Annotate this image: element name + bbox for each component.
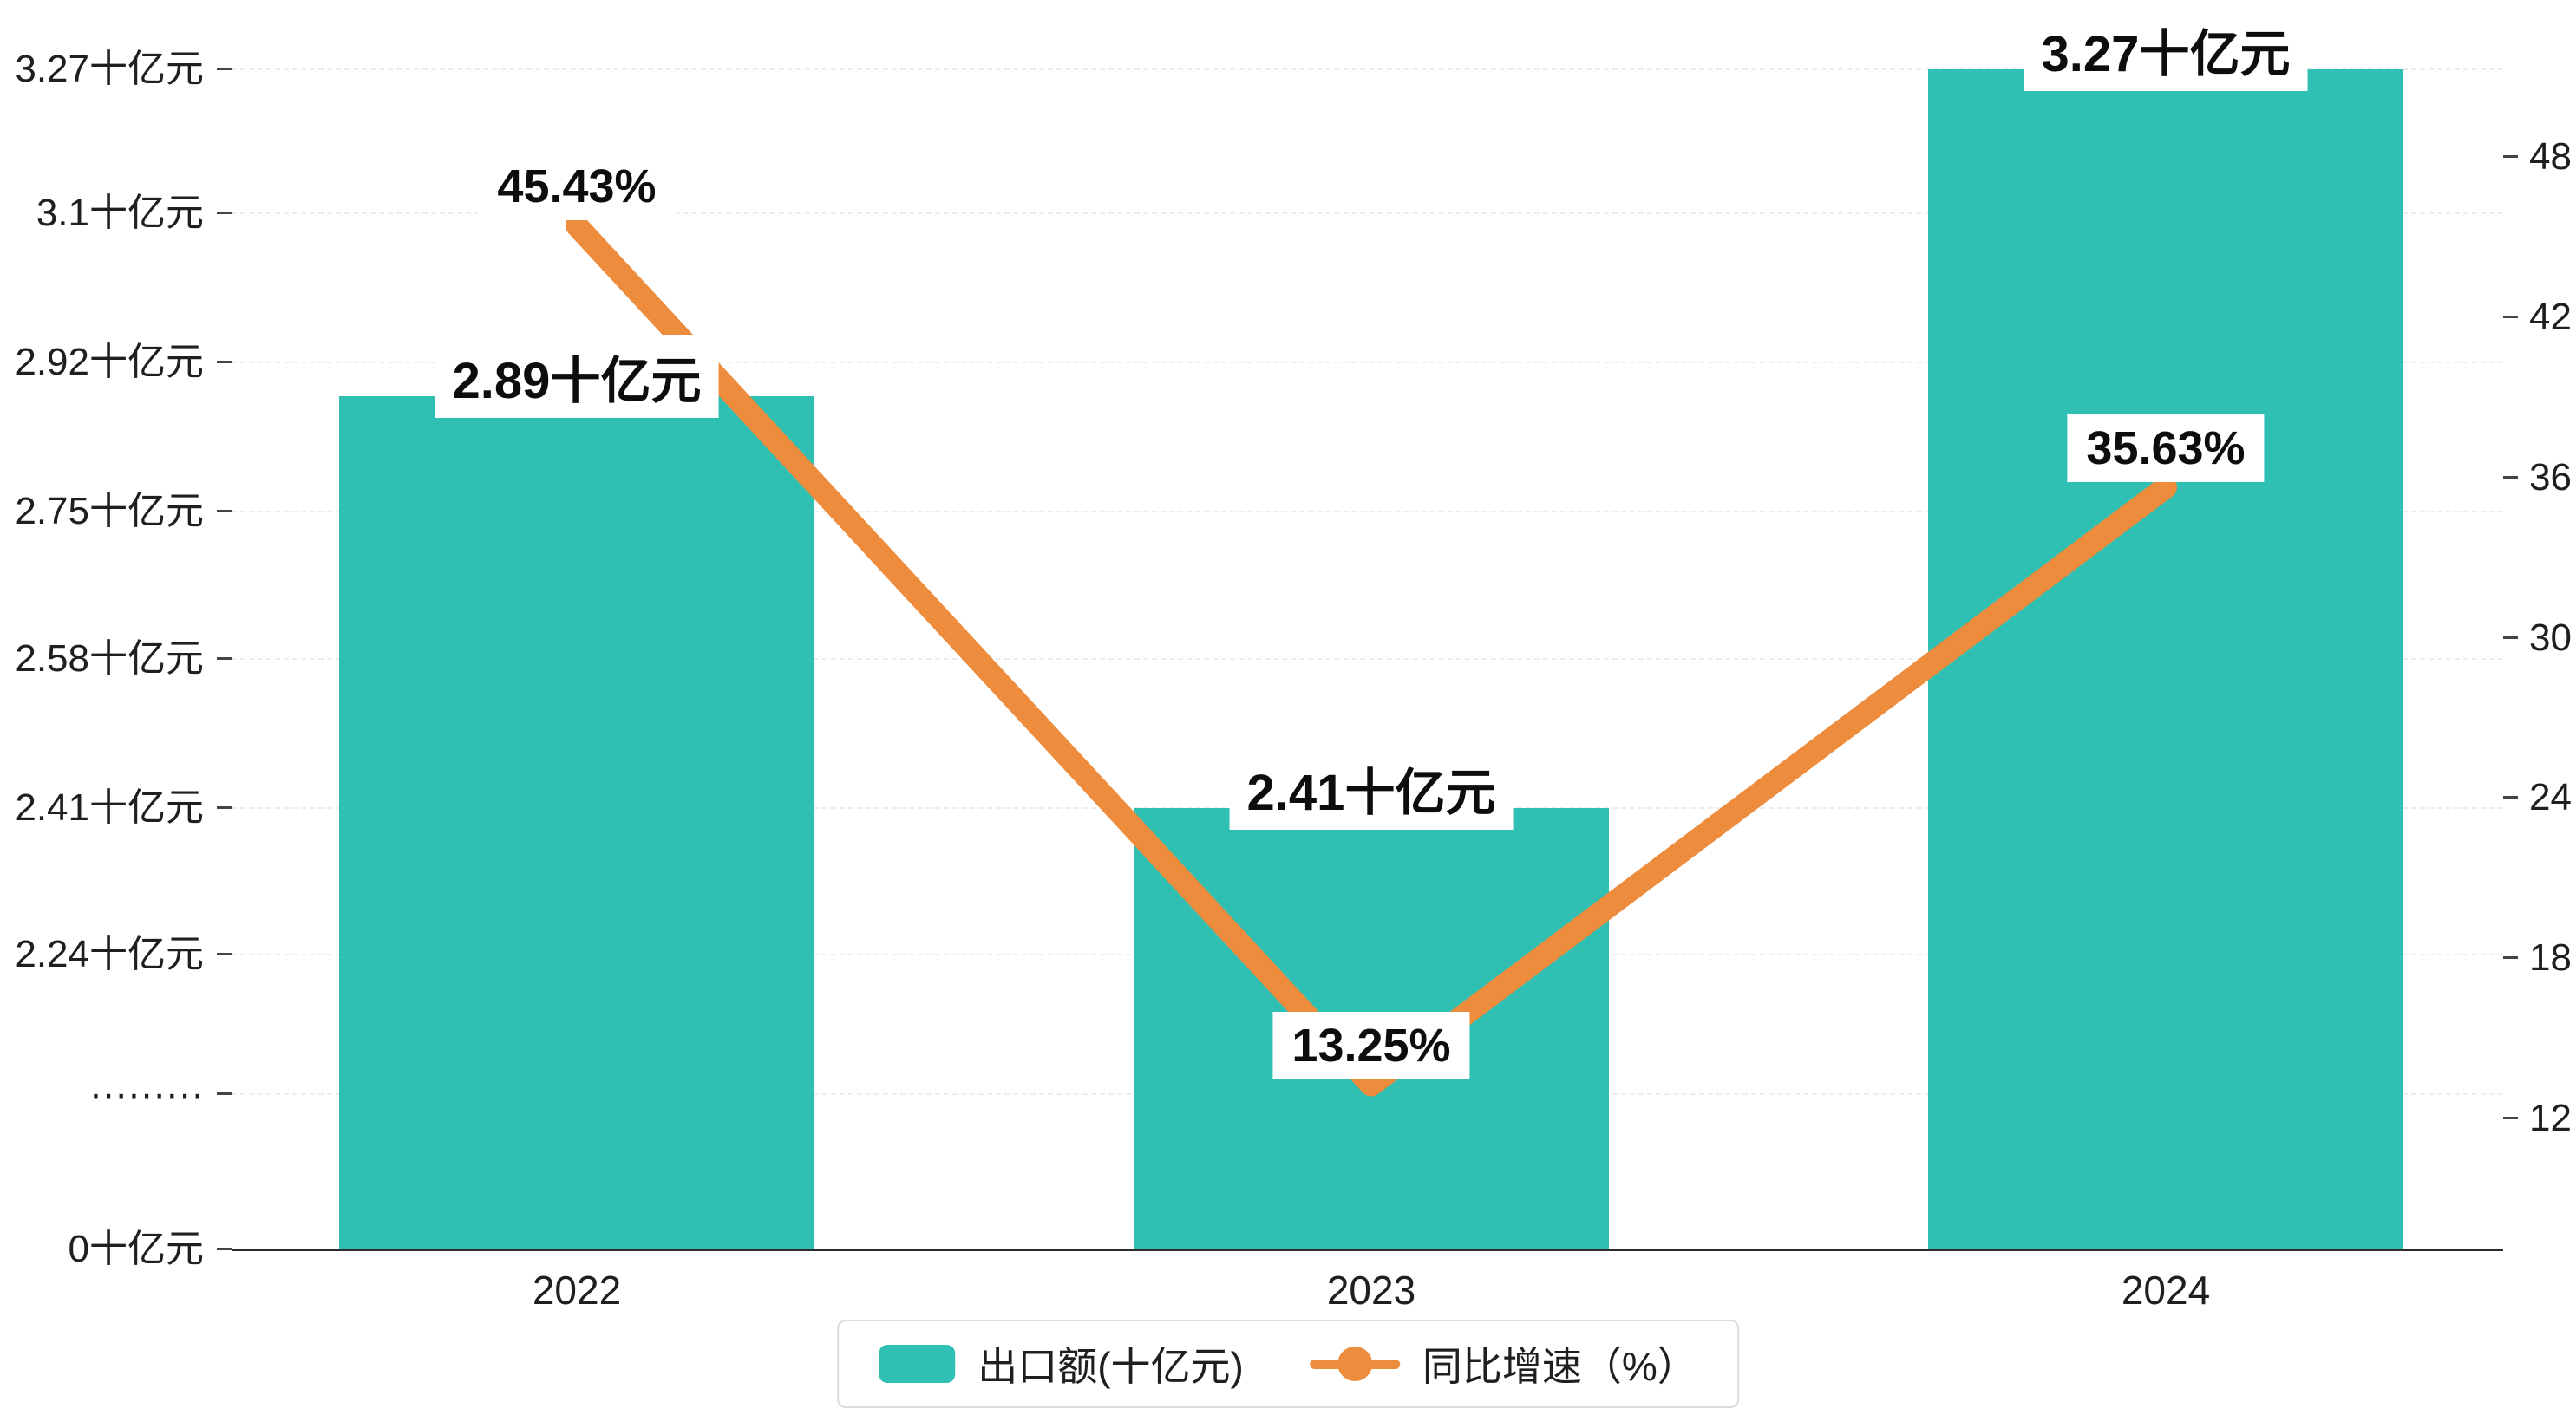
left-axis-label: 2.75十亿元 xyxy=(15,490,204,532)
legend-label-growth: 同比增速（%） xyxy=(1422,1344,1697,1389)
bar-value-label-2023: 2.41十亿元 xyxy=(1229,747,1514,831)
left-axis-label: ········· xyxy=(89,1073,204,1115)
bar-value-label-2024: 3.27十亿元 xyxy=(2024,8,2308,91)
legend-item-growth[interactable]: 同比增速（%） xyxy=(1309,1335,1697,1392)
line-marker-icon xyxy=(1309,1345,1400,1383)
left-tick-mark xyxy=(217,953,232,955)
bar-2024[interactable] xyxy=(1928,69,2403,1249)
gridline xyxy=(232,68,2503,70)
left-tick-mark xyxy=(217,361,232,363)
left-axis-label: 2.58十亿元 xyxy=(15,637,204,680)
right-tick-mark xyxy=(2503,956,2518,960)
growth-value-label-2024: 35.63% xyxy=(2067,414,2265,483)
left-axis-label: 2.92十亿元 xyxy=(15,341,204,383)
right-axis-label: 12 xyxy=(2529,1097,2572,1139)
right-axis-label: 24 xyxy=(2529,776,2572,819)
right-axis-label: 48 xyxy=(2529,135,2572,178)
gridline xyxy=(232,212,2503,214)
bar-value-label-2022: 2.89十亿元 xyxy=(435,334,719,418)
x-axis-line xyxy=(232,1249,2503,1251)
right-axis-label: 18 xyxy=(2529,936,2572,980)
right-tick-mark xyxy=(2503,475,2518,479)
left-tick-mark xyxy=(217,68,232,70)
left-axis-label: 2.41十亿元 xyxy=(15,786,204,829)
line-marker-dot xyxy=(1337,1347,1372,1381)
right-tick-mark xyxy=(2503,1117,2518,1119)
left-tick-mark xyxy=(217,806,232,809)
left-axis-label: 0十亿元 xyxy=(68,1228,204,1270)
legend-item-export[interactable]: 出口额(十亿元) xyxy=(879,1335,1244,1392)
x-axis-label-2022: 2022 xyxy=(532,1268,622,1313)
growth-value-label-2022: 45.43% xyxy=(478,153,676,221)
legend: 出口额(十亿元) 同比增速（%） xyxy=(837,1320,1739,1408)
legend-label-export: 出口额(十亿元) xyxy=(977,1344,1244,1389)
right-tick-mark xyxy=(2503,796,2518,799)
left-tick-mark xyxy=(217,657,232,660)
bar-2022[interactable] xyxy=(339,395,814,1249)
left-tick-mark xyxy=(217,510,232,512)
bar-swatch-icon xyxy=(879,1345,956,1383)
left-axis-label: 3.27十亿元 xyxy=(15,48,204,90)
growth-value-label-2023: 13.25% xyxy=(1272,1012,1470,1080)
x-axis-label-2024: 2024 xyxy=(2121,1268,2211,1313)
left-tick-mark xyxy=(217,1248,232,1250)
left-tick-mark xyxy=(217,1092,232,1095)
left-axis-label: 2.24十亿元 xyxy=(15,933,204,975)
right-tick-mark xyxy=(2503,315,2518,318)
right-axis-label: 36 xyxy=(2529,455,2572,499)
right-tick-mark xyxy=(2503,155,2518,158)
right-tick-mark xyxy=(2503,636,2518,639)
x-axis-label-2023: 2023 xyxy=(1326,1268,1416,1313)
left-axis-label: 3.1十亿元 xyxy=(36,192,204,234)
left-tick-mark xyxy=(217,212,232,214)
right-axis-label: 42 xyxy=(2529,295,2572,338)
right-axis-label: 30 xyxy=(2529,616,2572,659)
